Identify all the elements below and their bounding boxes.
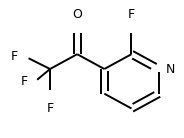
- Text: F: F: [128, 8, 135, 21]
- Text: F: F: [21, 75, 28, 88]
- Text: O: O: [72, 8, 82, 21]
- Text: F: F: [47, 102, 54, 115]
- Text: F: F: [11, 50, 18, 63]
- Text: N: N: [166, 63, 175, 75]
